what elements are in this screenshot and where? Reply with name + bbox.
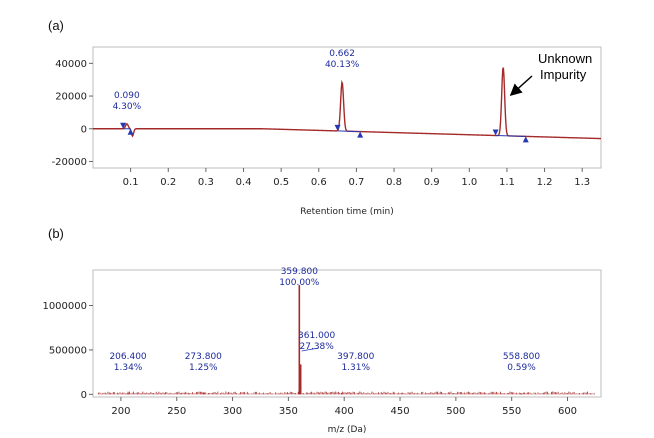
peak-area-label: 4.30% — [113, 102, 142, 112]
peak-relative-intensity-label: 1.25% — [189, 363, 218, 373]
chromatogram-x-ticks: 0.1 0.2 0.3 0.4 0.5 0.6 0.7 0.8 0.9 1.0 1.1 1.2 1.3 — [123, 168, 590, 188]
chromatogram-x-tick-label: 0.2 — [160, 177, 176, 188]
chromatogram-x-axis-label: Retention time (min) — [300, 207, 393, 217]
mass-spectrum-chart: 1000000 500000 0 200 250 300 350 400 450 500 550 6… — [42, 267, 602, 435]
mass-spectrum-x-tick-label: 500 — [446, 406, 465, 417]
peak-relative-intensity-label: 0.59% — [507, 363, 536, 373]
peak-relative-intensity-label: 100.00% — [279, 278, 319, 288]
mass-spectrum-y-tick-label: 500000 — [49, 345, 87, 356]
peak-mz-label: 361.000 — [298, 331, 335, 341]
mass-spectrum-y-ticks: 1000000 500000 0 — [42, 301, 93, 401]
chromatogram-y-tick-label: 0 — [81, 124, 87, 135]
mass-spectrum-x-ticks: 200 250 300 350 400 450 500 550 600 — [111, 397, 577, 417]
chromatogram-x-tick-label: 0.5 — [273, 177, 289, 188]
chromatogram-plot-area — [93, 67, 602, 143]
chromatogram-x-tick-label: 0.6 — [311, 177, 327, 188]
chromatogram-x-tick-label: 0.4 — [236, 177, 252, 188]
peak-mz-label: 359.800 — [281, 267, 318, 277]
callout-line-2: Impurity — [540, 67, 587, 82]
chromatogram-x-tick-label: 0.3 — [198, 177, 214, 188]
integration-baseline — [495, 135, 526, 137]
callout-line-1: Unknown — [538, 51, 592, 66]
chromatogram-x-tick-label: 1.0 — [461, 177, 477, 188]
mass-spectrum-x-tick-label: 300 — [223, 406, 242, 417]
peak-end-marker — [357, 131, 364, 138]
baseline-noise — [98, 391, 595, 395]
peak-retention-label: 0.662 — [329, 49, 355, 59]
peak-relative-intensity-label: 27.38% — [300, 342, 335, 352]
mass-spectrum-y-tick-label: 1000000 — [42, 301, 87, 312]
mass-spectrum-plot-frame — [92, 269, 602, 398]
peak-mz-label: 397.800 — [337, 352, 374, 362]
mass-spectrum-x-tick-label: 400 — [335, 406, 354, 417]
integration-baseline — [337, 130, 361, 133]
mass-spectrum-y-tick-label: 0 — [81, 390, 87, 401]
chromatogram-x-tick-label: 1.2 — [537, 177, 553, 188]
peak-start-marker — [492, 129, 499, 136]
chromatogram-y-tick-label: -20000 — [52, 157, 87, 168]
chromatogram-x-tick-label: 0.7 — [348, 177, 364, 188]
mass-spectrum-x-tick-label: 600 — [558, 406, 577, 417]
mass-spectrum-plot-area — [98, 285, 595, 395]
chromatogram-y-tick-label: 20000 — [55, 92, 87, 103]
panel-b-label: (b) — [48, 226, 64, 241]
peak-mz-label: 206.400 — [109, 352, 146, 362]
peak-mz-label: 273.800 — [185, 352, 222, 362]
mass-spectrum-x-tick-label: 550 — [502, 406, 521, 417]
mass-spectrum-x-tick-label: 350 — [279, 406, 298, 417]
chromatogram-y-ticks: 40000 20000 0 -20000 — [52, 59, 93, 168]
peak-end-marker — [127, 128, 134, 135]
chromatogram-x-tick-label: 0.8 — [386, 177, 402, 188]
mass-spectrum-x-tick-label: 250 — [167, 406, 186, 417]
peak-relative-intensity-label: 1.34% — [114, 363, 143, 373]
chromatogram-x-tick-label: 1.1 — [499, 177, 515, 188]
mass-spectrum-x-tick-label: 200 — [111, 406, 130, 417]
mass-spectrum-x-axis-label: m/z (Da) — [328, 425, 367, 435]
peak-relative-intensity-label: 1.31% — [341, 363, 370, 373]
peak-start-marker — [120, 122, 127, 129]
mass-spectrum-x-tick-label: 450 — [390, 406, 409, 417]
peak-mz-label: 558.800 — [503, 352, 540, 362]
peak-leader-line — [301, 347, 319, 352]
chromatogram-y-tick-label: 40000 — [55, 59, 87, 70]
chromatogram-plot-frame — [92, 46, 602, 169]
peak-retention-label: 0.090 — [114, 91, 140, 101]
callout-arrow — [509, 75, 533, 97]
peak-start-marker — [334, 124, 341, 131]
chromatogram-x-tick-label: 0.1 — [123, 177, 139, 188]
peak-area-label: 40.13% — [325, 60, 360, 70]
chromatogram-trace-line — [93, 67, 602, 140]
peak-end-marker — [522, 136, 529, 143]
panel-a-label: (a) — [48, 18, 64, 33]
chromatogram-x-tick-label: 1.3 — [574, 177, 590, 188]
chromatogram-x-tick-label: 0.9 — [424, 177, 440, 188]
